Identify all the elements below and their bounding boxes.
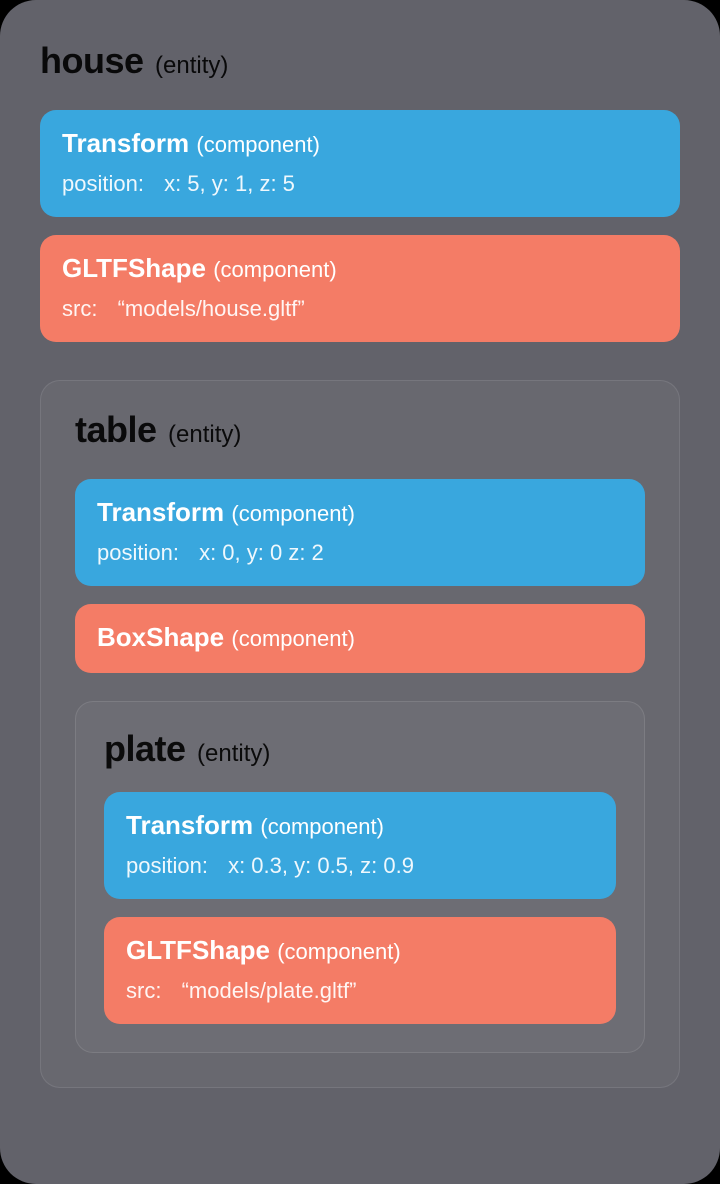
- entity-title-table: table (entity): [75, 409, 645, 451]
- entity-name: plate: [104, 728, 186, 769]
- property-value: x: 5, y: 1, z: 5: [164, 171, 295, 196]
- entity-tag: (entity): [155, 52, 228, 79]
- property-row: position: x: 0.3, y: 0.5, z: 0.9: [126, 853, 594, 879]
- component-transform-plate: Transform (component) position: x: 0.3, …: [104, 792, 616, 899]
- property-key: position:: [62, 171, 144, 197]
- entity-name: table: [75, 409, 157, 450]
- component-tag: (component): [213, 257, 337, 282]
- entity-tag: (entity): [168, 421, 241, 448]
- entity-house-panel: house (entity) Transform (component) pos…: [0, 0, 720, 1184]
- entity-title-plate: plate (entity): [104, 728, 616, 770]
- component-name: Transform: [126, 810, 253, 840]
- component-transform-house: Transform (component) position: x: 5, y:…: [40, 110, 680, 217]
- property-row: position: x: 0, y: 0 z: 2: [97, 540, 623, 566]
- entity-tag: (entity): [197, 740, 270, 767]
- component-name: Transform: [97, 497, 224, 527]
- property-value: x: 0.3, y: 0.5, z: 0.9: [228, 853, 414, 878]
- entity-table-panel: table (entity) Transform (component) pos…: [40, 380, 680, 1088]
- component-tag: (component): [260, 814, 384, 839]
- property-row: src: “models/house.gltf”: [62, 296, 658, 322]
- component-name: Transform: [62, 128, 189, 158]
- component-shape-house: GLTFShape (component) src: “models/house…: [40, 235, 680, 342]
- component-tag: (component): [196, 132, 320, 157]
- property-key: position:: [126, 853, 208, 879]
- property-key: position:: [97, 540, 179, 566]
- property-key: src:: [62, 296, 97, 322]
- component-shape-plate: GLTFShape (component) src: “models/plate…: [104, 917, 616, 1024]
- component-tag: (component): [277, 939, 401, 964]
- property-row: position: x: 5, y: 1, z: 5: [62, 171, 658, 197]
- component-name: BoxShape: [97, 622, 224, 652]
- component-transform-table: Transform (component) position: x: 0, y:…: [75, 479, 645, 586]
- component-tag: (component): [231, 626, 355, 651]
- property-value: “models/house.gltf”: [118, 296, 305, 321]
- component-name: GLTFShape: [126, 935, 270, 965]
- component-name: GLTFShape: [62, 253, 206, 283]
- entity-title-house: house (entity): [40, 40, 680, 82]
- property-value: “models/plate.gltf”: [182, 978, 357, 1003]
- entity-plate-panel: plate (entity) Transform (component) pos…: [75, 701, 645, 1053]
- component-tag: (component): [231, 501, 355, 526]
- property-row: src: “models/plate.gltf”: [126, 978, 594, 1004]
- property-key: src:: [126, 978, 161, 1004]
- component-shape-table: BoxShape (component): [75, 604, 645, 673]
- property-value: x: 0, y: 0 z: 2: [199, 540, 324, 565]
- entity-name: house: [40, 40, 144, 81]
